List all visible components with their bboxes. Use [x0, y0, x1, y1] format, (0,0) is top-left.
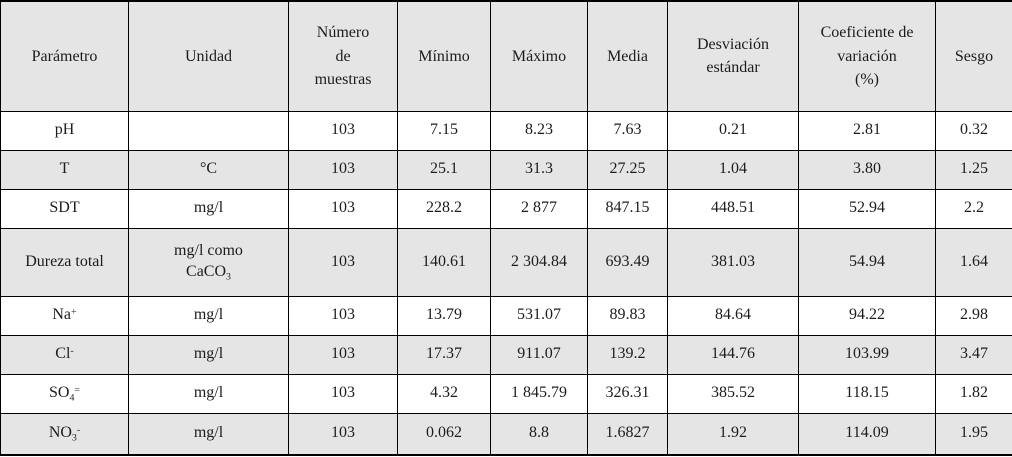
table-cell: 2 304.84	[490, 227, 588, 297]
column-header-0: Parámetro	[0, 0, 129, 112]
table-cell: 1 845.79	[490, 373, 588, 414]
table-cell: 326.31	[587, 373, 668, 414]
table-cell: 1.64	[935, 227, 1012, 297]
table-cell: 7.15	[397, 110, 491, 151]
table-cell: 1.92	[667, 412, 799, 456]
table-cell: 17.37	[397, 334, 491, 375]
table-cell: mg/l	[128, 373, 289, 414]
table-cell: 118.15	[798, 373, 936, 414]
column-header-1: Unidad	[128, 0, 289, 112]
column-header-2: Número de muestras	[288, 0, 398, 112]
table-cell: °C	[128, 149, 289, 190]
table-cell: mg/l	[128, 334, 289, 375]
table-cell: 94.22	[798, 295, 936, 336]
table-cell: 1.6827	[587, 412, 668, 456]
param-cell: Cl-	[0, 334, 129, 375]
table-cell: 7.63	[587, 110, 668, 151]
table-cell: 103.99	[798, 334, 936, 375]
table-cell: 54.94	[798, 227, 936, 297]
table-cell: 103	[288, 373, 398, 414]
table-row: Dureza total mg/l como CaCO3 103 140.61 2 304…	[0, 227, 1012, 297]
table-cell: 103	[288, 295, 398, 336]
table-cell: 4.32	[397, 373, 491, 414]
table-cell: 103	[288, 227, 398, 297]
table-cell: 847.15	[587, 188, 668, 229]
table-cell: 139.2	[587, 334, 668, 375]
param-cell: Dureza total	[0, 227, 129, 297]
table-cell: 1.04	[667, 149, 799, 190]
table-cell: 0.21	[667, 110, 799, 151]
table-cell: 381.03	[667, 227, 799, 297]
table-cell: 1.25	[935, 149, 1012, 190]
table-row: T °C 103 25.1 31.3 27.25 1.04 3.80 1.25	[0, 149, 1012, 190]
table-cell: 27.25	[587, 149, 668, 190]
table-cell: 144.76	[667, 334, 799, 375]
table-row: pH 103 7.15 8.23 7.63 0.21 2.81 0.32	[0, 110, 1012, 151]
table-cell: 911.07	[490, 334, 588, 375]
table-cell: 228.2	[397, 188, 491, 229]
table-cell: 3.47	[935, 334, 1012, 375]
table-row: SDT mg/l 103 228.2 2 877 847.15 448.51 52.94 2.2	[0, 188, 1012, 229]
table-cell: 31.3	[490, 149, 588, 190]
table-cell: 2.2	[935, 188, 1012, 229]
param-cell: T	[0, 149, 129, 190]
param-cell: NO3-	[0, 412, 129, 456]
table-cell: mg/l	[128, 188, 289, 229]
table-cell: 84.64	[667, 295, 799, 336]
table-cell: 8.23	[490, 110, 588, 151]
table-cell: 103	[288, 334, 398, 375]
table-row: SO4= mg/l 103 4.32 1 845.79 326.31 385.52 118.1…	[0, 373, 1012, 414]
table-cell: mg/l	[128, 295, 289, 336]
table-row: NO3- mg/l 103 0.062 8.8 1.6827 1.92 114.09 1.95	[0, 412, 1012, 456]
table-cell: 693.49	[587, 227, 668, 297]
table-cell: 3.80	[798, 149, 936, 190]
table-cell: 103	[288, 412, 398, 456]
param-cell: SO4=	[0, 373, 129, 414]
column-header-6: Desviación estándar	[667, 0, 799, 112]
param-cell: pH	[0, 110, 129, 151]
table-cell: 0.062	[397, 412, 491, 456]
table-cell	[128, 110, 289, 151]
table-cell: 0.32	[935, 110, 1012, 151]
table-cell: 52.94	[798, 188, 936, 229]
param-cell: SDT	[0, 188, 129, 229]
column-header-5: Media	[587, 0, 668, 112]
table-cell: 1.95	[935, 412, 1012, 456]
table-cell: 114.09	[798, 412, 936, 456]
column-header-7: Coeficiente de variación (%)	[798, 0, 936, 112]
table-cell: 2.98	[935, 295, 1012, 336]
table-cell: 8.8	[490, 412, 588, 456]
column-header-4: Máximo	[490, 0, 588, 112]
table-cell: 25.1	[397, 149, 491, 190]
table-cell: mg/l como CaCO3	[128, 227, 289, 297]
table-cell: 531.07	[490, 295, 588, 336]
table-row: Cl-mg/l 103 17.37 911.07 139.2 144.76 103.99 3.…	[0, 334, 1012, 375]
param-cell: Na+	[0, 295, 129, 336]
table-cell: mg/l	[128, 412, 289, 456]
column-header-3: Mínimo	[397, 0, 491, 112]
table-cell: 103	[288, 149, 398, 190]
table-cell: 103	[288, 110, 398, 151]
table-cell: 103	[288, 188, 398, 229]
table-cell: 2 877	[490, 188, 588, 229]
table-cell: 140.61	[397, 227, 491, 297]
table-cell: 385.52	[667, 373, 799, 414]
column-header-8: Sesgo	[935, 0, 1012, 112]
table-cell: 13.79	[397, 295, 491, 336]
table-row: Na+ mg/l 103 13.79 531.07 89.83 84.64 94.22 2.98	[0, 295, 1012, 336]
table-cell: 448.51	[667, 188, 799, 229]
table-cell: 2.81	[798, 110, 936, 151]
table-cell: 89.83	[587, 295, 668, 336]
table-cell: 1.82	[935, 373, 1012, 414]
header-row: Parámetro Unidad Número de muestras Mínimo M…	[0, 0, 1012, 112]
